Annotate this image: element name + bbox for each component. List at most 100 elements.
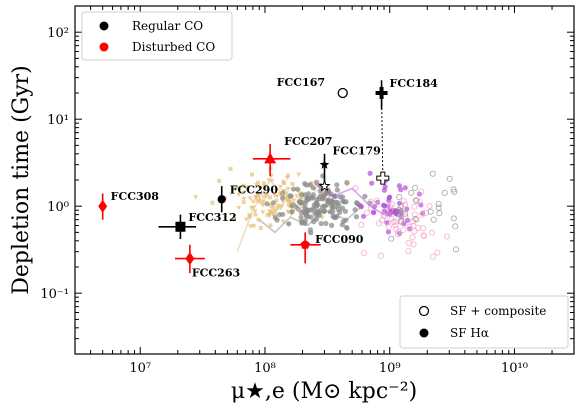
background-point (415, 224, 422, 231)
fcc308-marker (98, 199, 108, 213)
background-point (450, 215, 457, 222)
background-point (300, 209, 306, 215)
background-point (256, 180, 261, 185)
fcc090-marker (300, 239, 310, 249)
background-point (335, 206, 342, 213)
background-point (376, 220, 383, 227)
fcc184-marker (375, 87, 388, 99)
background-point (409, 234, 416, 241)
background-point (303, 213, 310, 219)
background-point (268, 223, 273, 228)
background-point (358, 221, 365, 228)
y-tick-label: 10² (47, 26, 69, 41)
background-point (382, 184, 388, 190)
background-point (288, 193, 294, 199)
background-point (405, 248, 412, 255)
background-point (264, 201, 270, 207)
background-point (400, 227, 407, 234)
x-tick-label: 10⁷ (129, 361, 151, 376)
background-point (402, 185, 408, 191)
background-point (280, 219, 286, 225)
background-point (441, 189, 448, 196)
background-point (294, 194, 300, 199)
background-point (446, 175, 453, 182)
fcc167-label: FCC167 (277, 76, 325, 89)
background-point (260, 203, 266, 208)
background-point (406, 223, 413, 230)
background-point (413, 197, 420, 204)
fcc312-marker (175, 221, 186, 232)
background-point (286, 173, 291, 178)
x-tick-label: 10⁹ (379, 361, 401, 376)
legend-sf-composite-label: SF + composite (450, 304, 546, 318)
background-point (311, 218, 317, 225)
legend-disturbed-marker (99, 42, 109, 52)
background-point (381, 203, 387, 209)
legend-sf-frame (399, 295, 569, 349)
background-point (436, 210, 443, 217)
background-point (435, 200, 442, 208)
background-point (321, 203, 327, 209)
fcc179-marker (319, 159, 330, 169)
background-point (353, 214, 360, 220)
background-track (258, 205, 363, 234)
background-point (416, 191, 423, 197)
background-point (411, 228, 418, 235)
background-point (245, 185, 250, 190)
background-point (361, 249, 368, 256)
y-tick-label: 10⁻¹ (40, 287, 69, 302)
background-point (384, 220, 390, 226)
background-point (428, 229, 436, 236)
background-point (283, 191, 289, 196)
legend-co: Regular CO Disturbed CO (81, 11, 233, 61)
background-point (335, 200, 341, 206)
background-point (344, 179, 350, 186)
background-point (452, 223, 459, 230)
fcc207-marker (264, 152, 277, 164)
background-point (398, 218, 405, 225)
background-point (344, 225, 350, 231)
background-point (397, 202, 404, 210)
x-tick-label: 10⁸ (254, 361, 276, 376)
background-point (430, 216, 437, 223)
background-point (272, 215, 278, 221)
background-point (271, 209, 276, 214)
background-point (262, 194, 267, 199)
background-point (244, 217, 250, 222)
background-point (258, 225, 263, 230)
background-point (290, 181, 295, 186)
background-point (339, 205, 346, 211)
background-point (337, 194, 343, 200)
background-point (302, 192, 308, 198)
background-point (302, 218, 308, 224)
background-point (256, 192, 261, 197)
background-point (310, 185, 316, 191)
background-point (299, 197, 305, 202)
background-point (388, 235, 395, 242)
background-point (386, 197, 392, 203)
background-point (375, 199, 381, 205)
legend-sf-composite-marker (418, 305, 430, 317)
background-point (310, 192, 317, 198)
axis-ticks: 10⁷ 10⁸ 10⁹ 10¹⁰ 10⁻¹ 10⁰ 10¹ 10² (40, 5, 575, 376)
background-point (443, 233, 451, 240)
background-point (286, 221, 292, 227)
background-point (241, 183, 246, 188)
background-point (450, 186, 457, 193)
background-point (360, 213, 367, 219)
background-track (314, 183, 385, 216)
background-point (377, 252, 384, 259)
background-point (251, 223, 256, 228)
legend-sf-halpha-label: SF Hα (450, 326, 489, 340)
background-point (236, 192, 242, 198)
background-point (236, 205, 242, 211)
fcc090-label: FCC090 (315, 233, 364, 246)
background-point (328, 222, 335, 228)
background-point (272, 211, 277, 216)
background-point (434, 249, 441, 256)
background-point (369, 180, 375, 186)
background-point (296, 172, 302, 178)
background-point (411, 184, 419, 191)
background-point (367, 198, 374, 205)
